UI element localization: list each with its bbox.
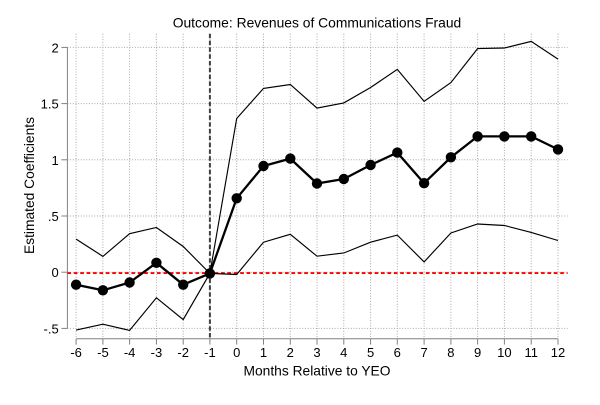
- svg-text:12: 12: [551, 345, 565, 360]
- svg-text:-5: -5: [97, 345, 109, 360]
- svg-text:.5: .5: [48, 209, 59, 224]
- svg-text:2: 2: [51, 40, 58, 55]
- svg-text:-3: -3: [151, 345, 163, 360]
- svg-text:0: 0: [51, 265, 58, 280]
- svg-text:11: 11: [524, 345, 538, 360]
- svg-text:-1: -1: [204, 345, 216, 360]
- svg-text:-6: -6: [70, 345, 82, 360]
- svg-text:3: 3: [313, 345, 320, 360]
- svg-text:Outcome: Revenues of Communica: Outcome: Revenues of Communications Frau…: [173, 14, 462, 30]
- svg-text:1.5: 1.5: [41, 97, 59, 112]
- svg-text:-2: -2: [177, 345, 189, 360]
- svg-text:1: 1: [260, 345, 267, 360]
- svg-text:Months Relative to YEO: Months Relative to YEO: [244, 364, 391, 379]
- svg-text:-.5: -.5: [44, 321, 59, 336]
- svg-text:8: 8: [447, 345, 454, 360]
- svg-text:6: 6: [394, 345, 401, 360]
- svg-text:0: 0: [233, 345, 240, 360]
- svg-text:9: 9: [474, 345, 481, 360]
- svg-text:7: 7: [420, 345, 427, 360]
- svg-text:10: 10: [497, 345, 511, 360]
- svg-text:Estimated Coefficients: Estimated Coefficients: [22, 117, 37, 254]
- svg-text:2: 2: [287, 345, 294, 360]
- svg-text:5: 5: [367, 345, 374, 360]
- svg-text:-4: -4: [124, 345, 136, 360]
- svg-text:1: 1: [51, 153, 58, 168]
- svg-text:4: 4: [340, 345, 347, 360]
